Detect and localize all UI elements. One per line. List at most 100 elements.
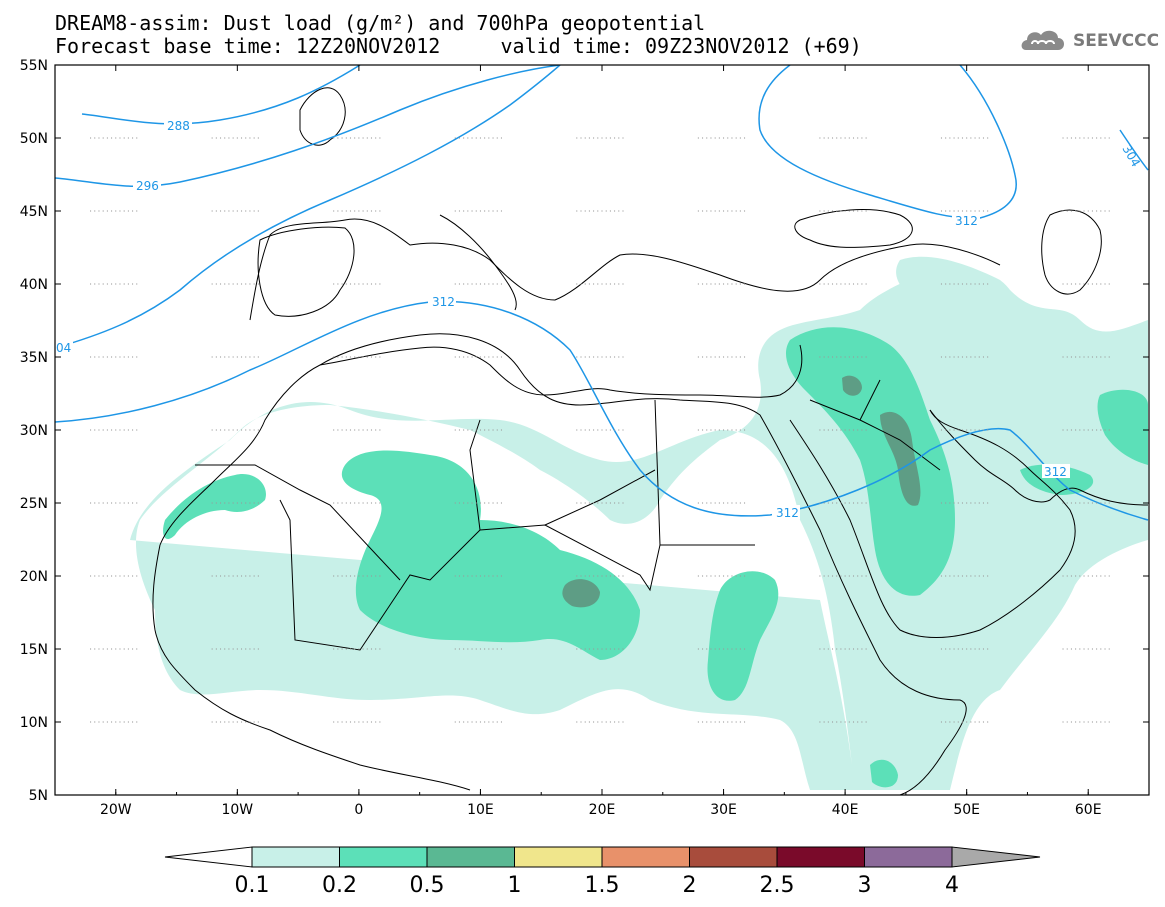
grid-dot [580, 356, 582, 358]
grid-dot [123, 137, 125, 139]
grid-dot [714, 648, 716, 650]
grid-dot [337, 210, 339, 212]
contour-label-312-b: 312 [776, 506, 799, 520]
grid-dot [1108, 210, 1110, 212]
grid-dot [961, 429, 964, 431]
grid-dot [115, 648, 117, 650]
grid-dot [232, 502, 234, 504]
grid-dot [257, 502, 259, 504]
grid-dot [345, 356, 347, 358]
grid-dot [106, 429, 108, 431]
grid-dot [249, 137, 251, 139]
grid-dot [865, 429, 867, 431]
grid-dot [245, 721, 247, 723]
lat-label: 25N [20, 496, 48, 512]
grid-dot [588, 429, 591, 431]
grid-dot [224, 283, 226, 285]
grid-dot [957, 721, 959, 723]
contour-label-312-c: 312 [955, 214, 978, 228]
grid-dot [857, 575, 859, 577]
grid-dot [861, 283, 863, 285]
grid-dot [1108, 429, 1110, 431]
grid-dot [1075, 283, 1077, 285]
grid-dot [727, 502, 729, 504]
grid-dot [232, 721, 234, 723]
colorbar-segment [689, 846, 778, 868]
dust-shading [130, 256, 1148, 790]
grid-dot [1070, 648, 1073, 650]
dust-area-0.2-somalia [870, 759, 898, 788]
grid-dot [375, 502, 377, 504]
grid-dot [945, 721, 947, 723]
grid-dot [488, 283, 490, 285]
grid-dot [467, 648, 469, 650]
grid-dot [618, 502, 620, 504]
grid-dot [1096, 137, 1098, 139]
grid-dot [622, 137, 624, 139]
grid-dot [584, 137, 586, 139]
colorbar-label: 1 [508, 873, 522, 898]
grid-dot [253, 137, 255, 139]
grid-dot [475, 356, 477, 358]
grid-dot [1087, 356, 1089, 358]
grid-dot [961, 137, 964, 139]
grid-dot [358, 356, 360, 358]
grid-dot [1087, 575, 1089, 577]
grid-dot [253, 210, 255, 212]
grid-dot [115, 575, 117, 577]
grid-dot [593, 283, 595, 285]
grid-dot [484, 137, 486, 139]
grid-dot [375, 137, 377, 139]
grid-dot [823, 502, 825, 504]
grid-dot [131, 356, 134, 358]
grid-dot [119, 575, 121, 577]
grid-dot [836, 283, 838, 285]
grid-dot [710, 721, 712, 723]
grid-dot [714, 429, 716, 431]
grid-dot [1087, 283, 1089, 285]
grid-dot [940, 429, 943, 431]
grid-dot [219, 502, 222, 504]
colorbar-segment [426, 846, 515, 868]
coastline-europe [249, 218, 1001, 321]
grid-dot [236, 721, 238, 723]
grid-dot [601, 648, 603, 650]
grid-dot [697, 648, 699, 650]
grid-dot [949, 210, 951, 212]
grid-dot [236, 356, 238, 358]
grid-dot [375, 210, 377, 212]
grid-dot [622, 575, 624, 577]
grid-dot [370, 575, 373, 577]
grid-dot [852, 502, 855, 504]
grid-dot [861, 137, 863, 139]
grid-dot [102, 721, 104, 723]
grid-dot [605, 283, 607, 285]
grid-dot [1096, 648, 1098, 650]
grid-dot [584, 210, 586, 212]
grid-dot [622, 283, 624, 285]
grid-dot [970, 210, 972, 212]
grid-dot [488, 137, 490, 139]
grid-dot [240, 137, 243, 139]
grid-dot [735, 502, 737, 504]
grid-dot [257, 210, 259, 212]
grid-dot [110, 210, 113, 212]
grid-dot [354, 283, 356, 285]
grid-dot [349, 502, 352, 504]
coastline-iberia [257, 226, 355, 317]
grid-dot [1104, 137, 1106, 139]
grid-dot [718, 283, 720, 285]
grid-dot [354, 502, 356, 504]
grid-dot [1075, 721, 1077, 723]
grid-dot [970, 502, 972, 504]
grid-dot [588, 137, 591, 139]
coastline-britain [299, 87, 346, 146]
grid-dot [228, 502, 230, 504]
grid-dot [861, 721, 863, 723]
grid-dot [496, 648, 498, 650]
grid-dot [614, 356, 616, 358]
grid-dot [1062, 356, 1064, 358]
border-egypt [654, 399, 750, 546]
grid-dot [115, 283, 117, 285]
lon-label: 10E [467, 802, 494, 818]
